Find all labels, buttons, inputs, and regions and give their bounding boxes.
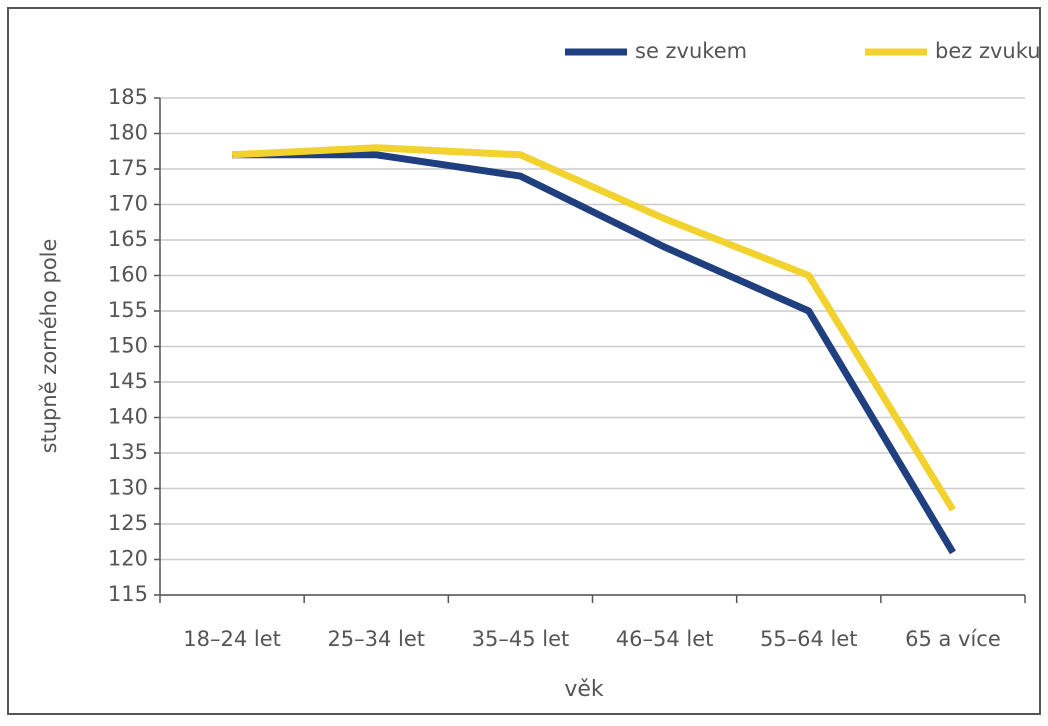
y-tick-label: 165 [108, 227, 148, 251]
frame [7, 7, 1041, 715]
y-tick-label: 120 [108, 547, 148, 571]
x-tick-label: 46–54 let [616, 627, 714, 651]
series-line [232, 151, 956, 555]
y-tick-label: 160 [108, 263, 148, 287]
y-tick-label: 170 [108, 192, 148, 216]
y-tick-label: 185 [108, 85, 148, 109]
y-tick-label: 175 [108, 156, 148, 180]
y-tick-label: 125 [108, 511, 148, 535]
legend-label: se zvukem [635, 39, 747, 63]
x-tick-label: 35–45 let [472, 627, 570, 651]
y-tick-label: 180 [108, 121, 148, 145]
y-tick-label: 115 [108, 582, 148, 606]
y-tick-label: 145 [108, 369, 148, 393]
series-line [231, 144, 956, 512]
x-tick-label: 55–64 let [760, 627, 858, 651]
y-tick-label: 135 [108, 440, 148, 464]
x-axis-label: věk [564, 677, 604, 702]
x-tick-label: 65 a více [905, 627, 1001, 651]
x-tick-label: 18–24 let [183, 627, 281, 651]
y-tick-label: 140 [108, 405, 148, 429]
legend-label: bez zvuku [935, 39, 1041, 63]
y-tick-label: 150 [108, 334, 148, 358]
y-tick-label: 130 [108, 476, 148, 500]
x-tick-label: 25–34 let [327, 627, 425, 651]
y-tick-label: 155 [108, 298, 148, 322]
y-axis-label: stupně zorného pole [37, 239, 61, 454]
